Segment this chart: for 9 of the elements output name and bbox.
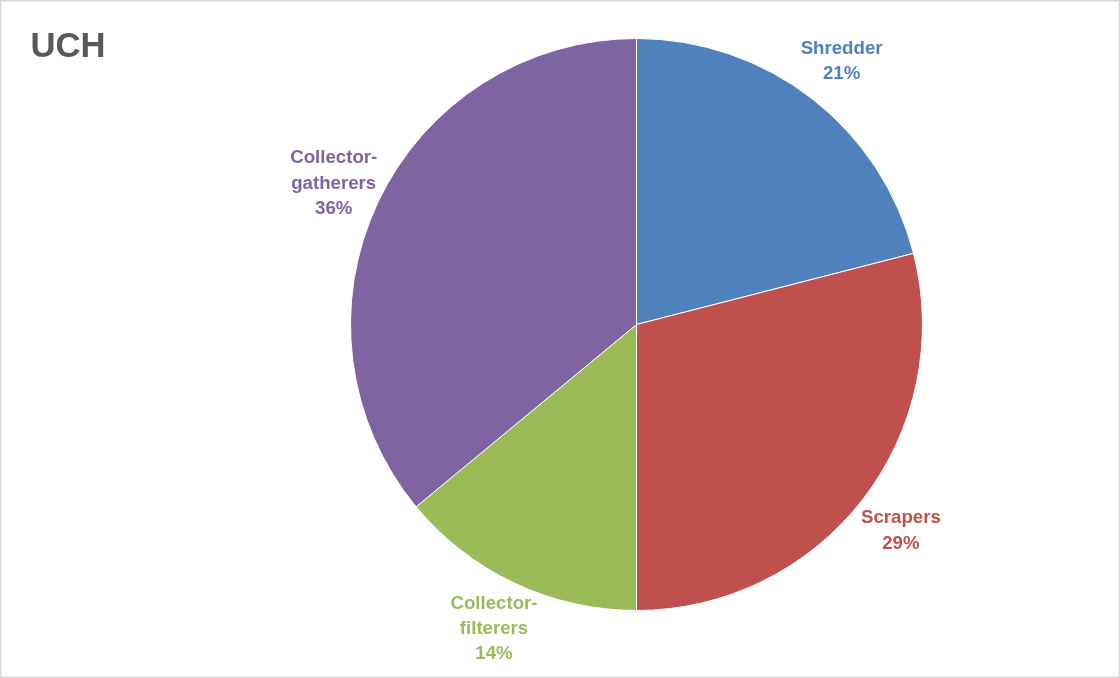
- slice-label: Scrapers: [860, 506, 941, 528]
- data-label: 14%: [475, 641, 514, 663]
- chart-title: UCH: [30, 25, 106, 64]
- slice-label: Collector-filterers: [450, 591, 538, 638]
- data-label: 29%: [882, 531, 920, 553]
- slice-label: Collector-gatherers: [290, 146, 378, 193]
- data-label: 36%: [315, 196, 353, 218]
- data-label: 21%: [822, 62, 861, 84]
- slice-label: Shredder: [800, 37, 883, 58]
